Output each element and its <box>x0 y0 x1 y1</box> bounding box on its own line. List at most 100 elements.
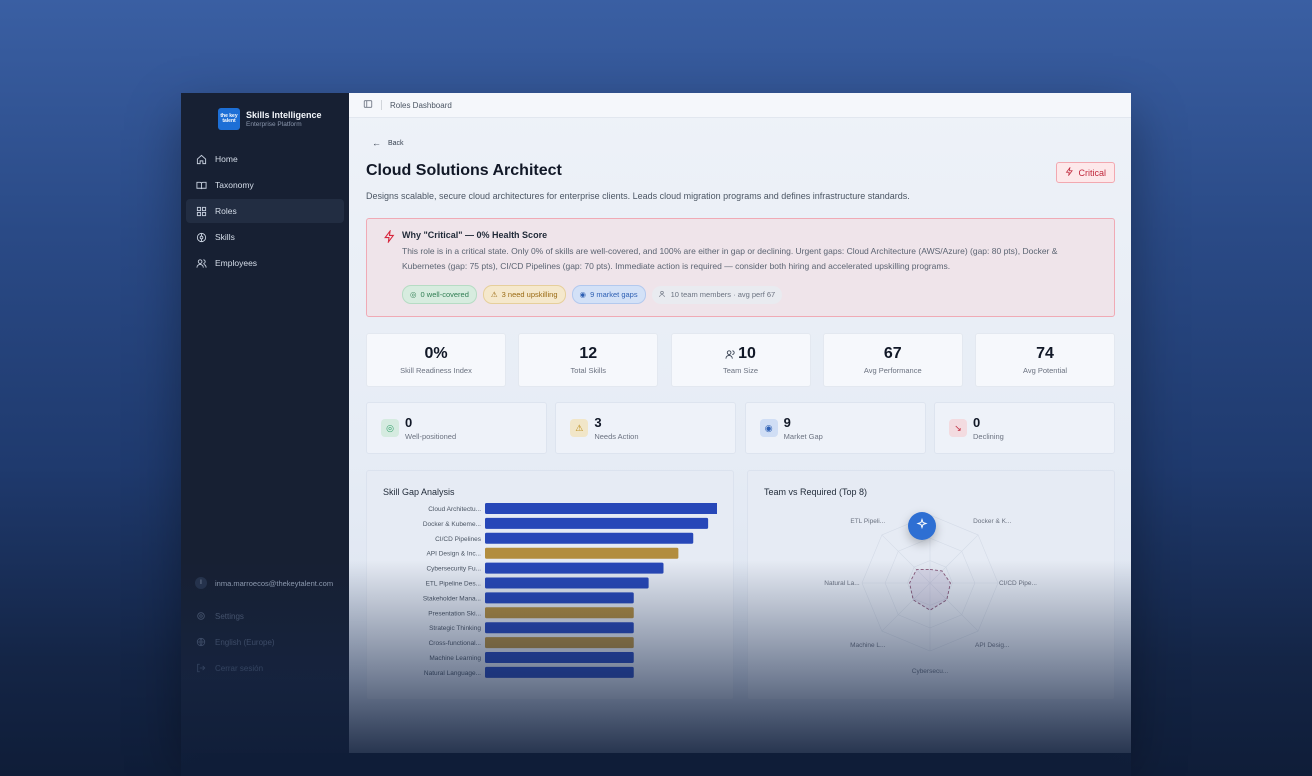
radar-axis-label: Machine L... <box>850 642 886 649</box>
users-icon <box>725 349 736 360</box>
skill-gap-bar-chart: Cloud Architectu... Docker & Kubeme... CI/… <box>423 503 717 678</box>
home-icon <box>195 153 207 165</box>
pill-label: 10 team members · avg perf 67 <box>670 290 776 299</box>
sidebar-item-home[interactable]: Home <box>186 147 344 171</box>
bar[interactable] <box>485 652 634 663</box>
language-selector[interactable]: English (Europe) <box>181 629 349 655</box>
sidebar-item-label: Skills <box>215 232 235 242</box>
bar[interactable] <box>485 503 717 514</box>
kpi-value: 67 <box>883 345 902 362</box>
target-icon: ◉ <box>759 419 778 437</box>
bar[interactable] <box>485 637 634 649</box>
chart-title: Skill Gap Analysis <box>383 487 455 497</box>
alert-title: Why "Critical" — 0% Health Score <box>402 230 548 240</box>
bar-label: Presentation Ski... <box>428 610 481 617</box>
pill-label: 3 need upskilling <box>501 290 558 299</box>
status-declining[interactable]: ↘ 0 Declining <box>933 402 1115 454</box>
sidebar-item-roles[interactable]: Roles <box>186 199 344 223</box>
status-badge: Critical <box>1056 162 1115 183</box>
bar[interactable] <box>485 666 634 678</box>
bar[interactable] <box>485 607 634 619</box>
kpi-label: Avg Potential <box>1022 366 1068 375</box>
ai-assistant-button[interactable] <box>908 512 936 540</box>
bar[interactable] <box>485 622 634 634</box>
bar-label: Cloud Architectu... <box>428 506 481 513</box>
check-circle-icon: ◎ <box>381 419 399 437</box>
bar-label: Docker & Kubeme... <box>423 521 481 528</box>
bar-label: CI/CD Pipelines <box>435 536 482 543</box>
kpi-team-size: 10 Team Size <box>670 333 811 387</box>
sidebar-item-employees[interactable]: Employees <box>186 251 344 275</box>
gear-icon <box>195 610 207 622</box>
settings-link[interactable]: Settings <box>181 603 349 629</box>
status-well-positioned[interactable]: ◎ 0 Well-positioned <box>366 402 547 454</box>
sidebar-footer: I inma.marroecos@thekeytalent.com Settin… <box>181 573 349 681</box>
market-gaps-pill: ◉ 9 market gaps <box>571 285 646 304</box>
status-value: 0 <box>405 415 413 430</box>
kpi-value: 10 <box>738 345 756 362</box>
radar-axis-label: API Desig... <box>975 642 1010 649</box>
sidebar-item-label: Roles <box>215 206 237 216</box>
avatar: I <box>195 577 207 589</box>
warning-icon: ⚠ <box>490 290 498 299</box>
bar[interactable] <box>485 517 709 529</box>
status-value: 3 <box>594 415 602 430</box>
bar-label: Natural Language... <box>424 670 481 677</box>
sidebar-item-label: Taxonomy <box>215 180 254 190</box>
alert-text: This role is in a critical state. Only 0… <box>402 246 1058 271</box>
brand[interactable]: the key talent Skills Intelligence Enter… <box>181 93 349 135</box>
user-account[interactable]: I inma.marroecos@thekeytalent.com <box>181 573 349 593</box>
role-description: Designs scalable, secure cloud architect… <box>366 191 910 201</box>
bar[interactable] <box>485 577 649 589</box>
trending-down-icon: ↘ <box>948 419 967 437</box>
back-button[interactable]: ← Back <box>372 138 1115 148</box>
radar-axis-label: Cybersecu... <box>912 668 949 675</box>
language-label: English (Europe) <box>215 637 275 647</box>
logout-link[interactable]: Cerrar sesión <box>181 655 349 681</box>
sparkle-icon <box>916 517 928 535</box>
bar-label: Cybersecurity Fu... <box>426 566 481 573</box>
radar-axis-label: Natural La... <box>824 580 860 587</box>
well-covered-pill: ◎ 0 well-covered <box>402 285 477 304</box>
team-vs-required-chart-card: Team vs Required (Top 8) Cloud Arch...Do… <box>747 470 1115 700</box>
check-circle-icon: ◎ <box>410 290 417 299</box>
pill-label: 0 well-covered <box>420 290 469 299</box>
kpi-label: Team Size <box>722 366 758 375</box>
warning-icon: ⚠ <box>570 419 589 437</box>
topbar-divider <box>381 100 382 110</box>
upskilling-pill: ⚠ 3 need upskilling <box>482 285 566 304</box>
book-icon <box>195 179 207 191</box>
brand-logo: the key talent <box>218 108 240 130</box>
status-needs-action[interactable]: ⚠ 3 Needs Action <box>555 402 737 454</box>
brand-subtitle: Enterprise Platform <box>246 121 302 128</box>
sidebar-nav: Home Taxonomy Roles Skills <box>181 147 349 275</box>
sidebar-toggle-icon[interactable] <box>363 99 373 111</box>
bar[interactable] <box>485 547 679 559</box>
breadcrumb[interactable]: Roles Dashboard <box>390 100 452 110</box>
bar[interactable] <box>485 532 694 544</box>
kpi-label: Total Skills <box>570 366 606 375</box>
sidebar: the key talent Skills Intelligence Enter… <box>181 93 349 753</box>
bar[interactable] <box>485 562 664 574</box>
radar-axis-label: ETL Pipeli... <box>850 518 885 525</box>
settings-label: Settings <box>215 611 244 621</box>
bar-label: Machine Learning <box>429 655 481 662</box>
back-label: Back <box>388 139 404 147</box>
health-alert: Why "Critical" — 0% Health Score This ro… <box>366 218 1115 317</box>
status-value: 0 <box>972 415 981 430</box>
topbar: Roles Dashboard <box>349 93 1131 118</box>
bar[interactable] <box>485 592 634 604</box>
users-icon <box>195 257 207 269</box>
status-row: ◎ 0 Well-positioned ⚠ 3 Needs Action ◉ 9 Ma… <box>366 402 1115 454</box>
status-market-gap[interactable]: ◉ 9 Market Gap <box>744 402 926 454</box>
bar-label: API Design & Inc... <box>426 551 481 558</box>
kpi-avg-performance: 67 Avg Performance <box>822 333 963 387</box>
kpi-value: 74 <box>1036 345 1054 362</box>
bar-label: Cross-functional... <box>429 640 482 647</box>
kpi-avg-potential: 74 Avg Potential <box>975 333 1115 387</box>
sidebar-item-skills[interactable]: Skills <box>186 225 344 249</box>
sidebar-item-taxonomy[interactable]: Taxonomy <box>186 173 344 197</box>
logout-icon <box>195 662 207 674</box>
lightning-icon <box>1065 166 1074 178</box>
pill-label: 9 market gaps <box>590 290 638 299</box>
